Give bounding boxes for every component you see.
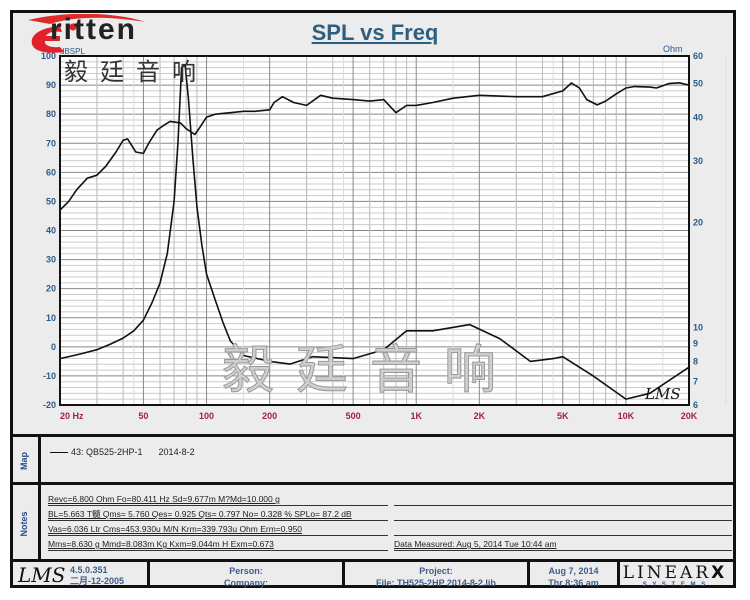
note-line-right <box>394 493 732 506</box>
logo-chinese-text: 毅廷音响 <box>64 58 208 86</box>
y-axis-label-right: Ohm <box>663 44 683 54</box>
y-tick-label-right: 60 <box>693 51 703 61</box>
data-measured: Data Measured: Aug 5, 2014 Tue 10:44 am <box>394 538 732 551</box>
y-tick-label-right: 30 <box>693 156 703 166</box>
y-tick-label-left: -10 <box>43 371 56 381</box>
person-cell: Person: Company: <box>150 562 345 588</box>
y-tick-label-right: 10 <box>693 323 703 333</box>
note-line: BL=5.663 T髓 Qms= 5.760 Qes= 0.925 Qts= 0… <box>48 508 388 521</box>
note-line: Revc=6.800 Ohm Fo=80.411 Hz Sd=9.677m M?… <box>48 493 388 506</box>
x-tick-label: 20K <box>681 411 698 421</box>
project-label: Project: <box>419 566 453 576</box>
watermark: 毅廷音响 <box>221 341 519 401</box>
linearx-logo: LINEARX S Y S T E M S <box>620 562 730 589</box>
y-tick-label-right: 20 <box>693 218 703 228</box>
legend-entry[interactable]: 43: QB525-2HP-1 2014-8-2 <box>50 447 195 457</box>
note-line-right <box>394 523 732 536</box>
file-name: File: TH525-2HP 2014-8-2.lib <box>376 578 496 588</box>
chart-title: SPL vs Freq <box>311 20 439 45</box>
map-panel: Map 43: QB525-2HP-1 2014-8-2 <box>10 434 736 484</box>
lms-plot-mark: LMS <box>644 385 681 403</box>
y-axis-label-left: dBSPL <box>60 47 85 56</box>
report-time: Thr 8:36 am <box>548 578 599 588</box>
report-date: Aug 7, 2014 <box>548 566 599 576</box>
linearx-x: X <box>711 563 728 583</box>
y-tick-label-left: 60 <box>46 167 56 177</box>
company-label: Company: <box>223 578 268 588</box>
y-tick-label-right: 50 <box>693 79 703 89</box>
y-tick-label-left: 50 <box>46 196 56 206</box>
linearx-text: LINEAR <box>622 563 712 583</box>
notes-label: Notes <box>19 510 29 537</box>
project-cell: Project: File: TH525-2HP 2014-8-2.lib <box>345 562 530 588</box>
y-tick-label-left: 80 <box>46 109 56 119</box>
note-line: Mms=8.630 g Mmd=8.083m Kg Kxm=9.044m H E… <box>48 538 388 551</box>
y-tick-label-left: 40 <box>46 226 56 236</box>
y-tick-label-left: 90 <box>46 80 56 90</box>
date-cell: Aug 7, 2014 Thr 8:36 am <box>530 562 620 588</box>
footer: LMS 4.5.0.351 二月-12-2005 Person: Company… <box>10 559 736 588</box>
x-tick-label: 1K <box>410 411 422 421</box>
y-tick-label-left: 100 <box>41 51 56 61</box>
y-tick-label-left: -20 <box>43 400 56 410</box>
y-tick-label-right: 6 <box>693 400 698 410</box>
impedance-curve <box>59 64 690 400</box>
y-tick-label-right: 8 <box>693 356 698 366</box>
systems-text: S Y S T E M S <box>642 582 708 588</box>
legend-line-swatch <box>50 452 68 454</box>
note-line-right <box>394 508 732 521</box>
x-tick-label: 100 <box>199 411 214 421</box>
legend-entry-date: 2014-8-2 <box>158 447 195 457</box>
x-tick-label: 20 Hz <box>60 411 84 421</box>
y-tick-label-left: 0 <box>51 342 56 352</box>
plot-border <box>59 55 690 406</box>
y-tick-label-left: 20 <box>46 284 56 294</box>
version: 4.5.0.351 <box>70 565 108 575</box>
x-tick-label: 2K <box>474 411 486 421</box>
lms-cell: LMS 4.5.0.351 二月-12-2005 <box>10 562 150 588</box>
y-tick-label-right: 9 <box>693 339 698 349</box>
y-tick-label-left: 70 <box>46 138 56 148</box>
note-line: Vas=6.036 Ltr Cms=453.930u M/N Krm=339.7… <box>48 523 388 536</box>
x-tick-label: 10K <box>618 411 635 421</box>
notes-panel: Notes Revc=6.800 Ohm Fo=80.411 Hz Sd=9.6… <box>10 482 736 562</box>
x-tick-label: 5K <box>557 411 569 421</box>
y-tick-label-right: 7 <box>693 377 698 387</box>
legend-entry-name: 43: QB525-2HP-1 <box>71 447 143 457</box>
y-tick-label-right: 40 <box>693 112 703 122</box>
spl-curve <box>59 82 690 211</box>
map-label: Map <box>19 451 29 470</box>
person-label: Person: <box>229 566 263 576</box>
x-tick-label: 50 <box>138 411 148 421</box>
ritten-logo: ritten <box>20 13 170 54</box>
y-tick-label-left: 10 <box>46 313 56 323</box>
lms-logo: LMS <box>18 563 66 587</box>
x-tick-label: 500 <box>346 411 361 421</box>
build-date: 二月-12-2005 <box>70 576 125 586</box>
x-tick-label: 200 <box>262 411 277 421</box>
logo-brand-text: ritten <box>50 13 137 46</box>
y-tick-label-left: 30 <box>46 255 56 265</box>
spl-impedance-chart: -20 -10 0 10 20 30 40 50 60 70 80 90 100 6 7 8 9 10 20 30 40… <box>41 44 727 421</box>
